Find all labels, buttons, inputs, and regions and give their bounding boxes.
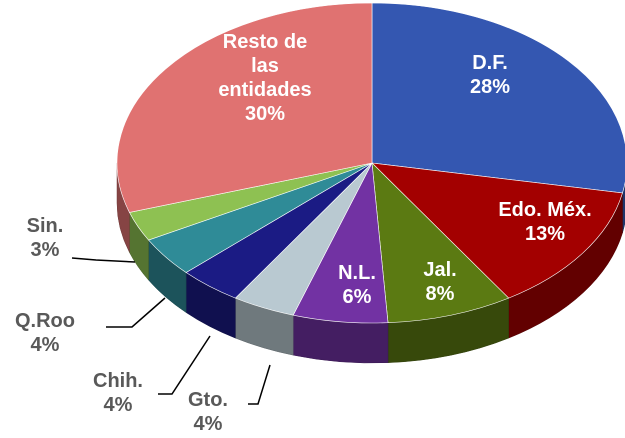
pie-slice: [371, 162, 510, 323]
label-value: 28%: [469, 76, 511, 98]
label-value: 13%: [524, 223, 566, 245]
pie-slice: [116, 2, 373, 213]
data-label: D.F. 28%: [470, 51, 510, 99]
label-name: Jal.: [423, 259, 457, 281]
data-label: N.L. 6%: [338, 261, 376, 309]
data-label: Jal. 8%: [423, 258, 456, 306]
leader-line: [248, 364, 271, 405]
data-label: Sin. 3%: [27, 214, 64, 262]
data-label: Q.Roo 4%: [15, 309, 75, 357]
label-value: 8%: [425, 283, 455, 305]
pie-slice: [371, 2, 625, 194]
data-label: Chih. 4%: [93, 369, 143, 417]
leader-line: [71, 257, 136, 263]
label-name: D.F.: [472, 52, 508, 74]
pie-slice: [371, 162, 623, 299]
label-name: Gto.: [188, 389, 228, 411]
label-name: Chih.: [93, 370, 143, 392]
label-name: Resto de las entidades: [218, 31, 312, 101]
leader-line: [106, 297, 166, 328]
leader-line: [158, 335, 211, 395]
label-name: Q.Roo: [15, 310, 75, 332]
data-label: Edo. Méx. 13%: [498, 198, 591, 246]
label-value: 30%: [244, 103, 286, 125]
label-name: Sin.: [26, 215, 64, 237]
data-label: Gto. 4%: [188, 388, 228, 436]
label-value: 4%: [103, 394, 133, 416]
pie-tops: [116, 2, 625, 324]
label-value: 3%: [30, 239, 60, 261]
label-value: 6%: [342, 286, 372, 308]
leader-lines: [71, 257, 271, 405]
label-name: N.L.: [338, 262, 376, 284]
data-label: Resto de las entidades 30%: [213, 30, 318, 126]
label-name: Edo. Méx.: [498, 199, 592, 221]
label-value: 4%: [30, 334, 60, 356]
pie-sides: [116, 162, 625, 364]
label-value: 4%: [193, 413, 223, 435]
